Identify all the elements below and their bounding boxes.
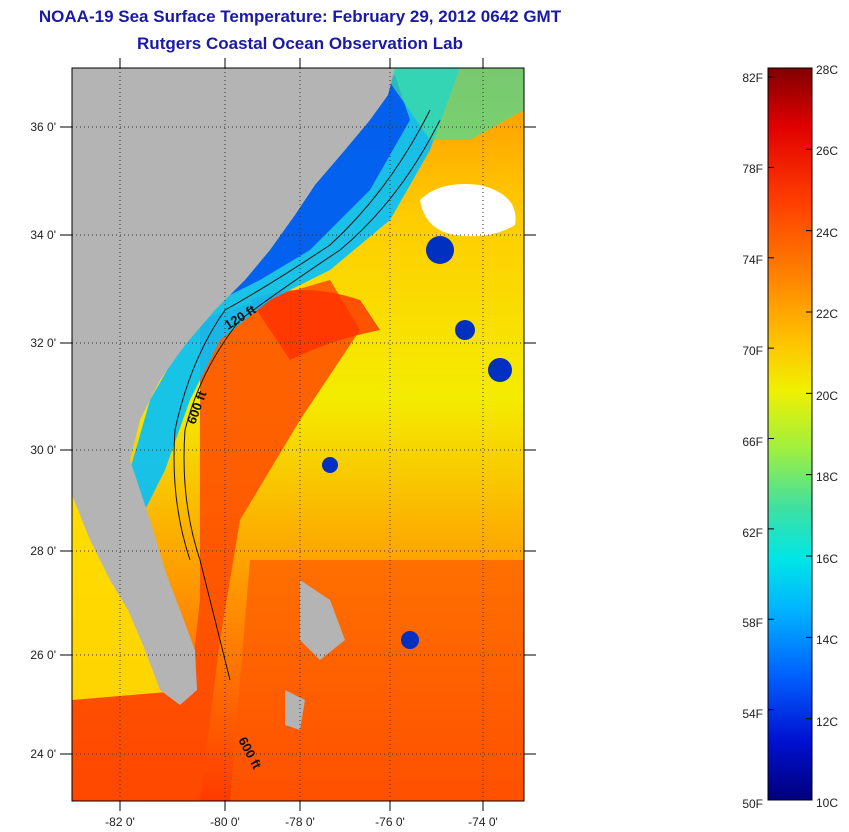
map-subtitle: Rutgers Coastal Ocean Observation Lab	[137, 34, 463, 53]
land-mainland	[72, 68, 395, 705]
colorbar-label-f: 70F	[742, 344, 763, 358]
colorbar-label-c: 22C	[816, 307, 838, 321]
lon-label: -80 0'	[210, 815, 240, 829]
colorbar-label-f: 82F	[742, 71, 763, 85]
colorbar-label-f: 50F	[742, 797, 763, 811]
lon-label: -76 0'	[375, 815, 405, 829]
colorbar-label-c: 12C	[816, 715, 838, 729]
cold-spot	[401, 631, 419, 649]
colorbar-label-f: 78F	[742, 162, 763, 176]
lat-label: 34 0'	[30, 228, 56, 242]
lon-label: -74 0'	[468, 815, 498, 829]
colorbar-label-f: 62F	[742, 526, 763, 540]
cold-spot	[322, 457, 338, 473]
lat-label: 32 0'	[30, 336, 56, 350]
northern-water	[380, 68, 524, 140]
lon-label: -78 0'	[285, 815, 315, 829]
lat-label: 26 0'	[30, 648, 56, 662]
colorbar	[767, 67, 813, 801]
sst-map: 120 ft 600 ft 600 ft	[72, 68, 524, 801]
land-bahamas-1	[300, 580, 345, 660]
lat-label: 36 0'	[30, 120, 56, 134]
colorbar-label-c: 16C	[816, 552, 838, 566]
map-frame	[71, 67, 525, 802]
colorbar-label-c: 18C	[816, 470, 838, 484]
map-title: NOAA-19 Sea Surface Temperature: Februar…	[38, 7, 562, 26]
colorbar-ticks	[768, 67, 812, 801]
contour-120ft	[173, 109, 431, 561]
map-ticks	[60, 58, 536, 811]
warm-eddy	[250, 290, 380, 360]
colorbar-label-c: 14C	[816, 633, 838, 647]
colorbar-label-c: 20C	[816, 389, 838, 403]
colorbar-label-c: 24C	[816, 226, 838, 240]
lon-label: -82 0'	[105, 815, 135, 829]
colorbar-label-c: 10C	[816, 796, 838, 810]
colorbar-label-c: 26C	[816, 144, 838, 158]
cold-spot	[488, 358, 512, 382]
colorbar-label-f: 74F	[742, 253, 763, 267]
cloud-patch	[420, 184, 516, 237]
colorbar-label-f: 54F	[742, 707, 763, 721]
lat-label: 24 0'	[30, 747, 56, 761]
cold-spot	[426, 236, 454, 264]
colorbar-label-c: 28C	[816, 63, 838, 77]
contour-600ft	[183, 119, 441, 681]
shelf-water-cold	[130, 68, 460, 520]
lat-label: 30 0'	[30, 443, 56, 457]
map-grid	[72, 68, 524, 801]
lat-label: 28 0'	[30, 544, 56, 558]
gulf-stream-warm	[72, 280, 360, 801]
cold-spot	[455, 320, 475, 340]
south-warm-water	[230, 560, 524, 801]
colorbar-label-f: 66F	[742, 435, 763, 449]
colorbar-label-f: 58F	[742, 616, 763, 630]
